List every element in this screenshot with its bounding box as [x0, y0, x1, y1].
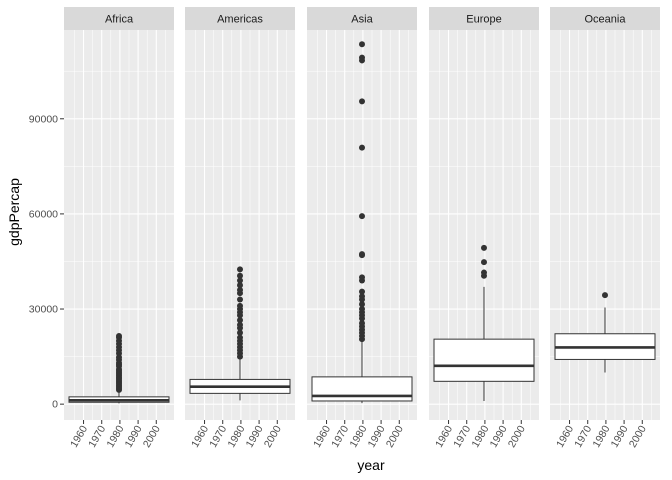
- x-tick-label: 2000: [627, 423, 649, 449]
- outlier-point: [237, 277, 243, 284]
- box: [433, 338, 535, 382]
- x-tick-label: 2000: [506, 423, 528, 449]
- outlier-point: [359, 54, 365, 61]
- x-tick-label: 1980: [347, 423, 369, 449]
- outlier-point: [359, 293, 365, 300]
- x-tick-label: 1990: [123, 423, 145, 449]
- x-tick-label: 1990: [244, 423, 266, 449]
- x-tick-label: 2000: [141, 423, 163, 449]
- y-axis-title: gdpPercap: [6, 178, 22, 246]
- x-tick-label: 1980: [590, 423, 612, 449]
- x-tick-label: 1960: [189, 423, 211, 449]
- x-tick-label: 1990: [609, 423, 631, 449]
- y-tick-label: 90000: [29, 113, 58, 125]
- y-tick-label: 30000: [29, 304, 58, 316]
- outlier-point: [237, 287, 243, 293]
- outlier-point: [237, 266, 243, 273]
- x-tick-label: 1980: [225, 423, 247, 449]
- facets-layer: Africa19601970198019902000Americas196019…: [64, 7, 660, 450]
- x-tick-label: 2000: [262, 423, 284, 449]
- x-tick-label: 1970: [86, 423, 108, 449]
- outlier-point: [237, 302, 243, 309]
- x-tick-label: 1970: [207, 423, 229, 449]
- x-tick-label: 2000: [384, 423, 406, 449]
- facet-strip: [307, 7, 417, 30]
- outlier-point: [359, 320, 365, 327]
- facet-strip-label: Africa: [105, 14, 134, 26]
- outlier-point: [237, 317, 243, 324]
- facet-strip-label: Americas: [217, 14, 263, 26]
- x-tick-label: 1970: [329, 423, 351, 449]
- outlier-point: [237, 334, 243, 341]
- outlier-point: [359, 274, 365, 281]
- outlier-point: [359, 98, 365, 105]
- x-tick-label: 1990: [366, 423, 388, 449]
- x-tick-label: 1970: [572, 423, 594, 449]
- outlier-point: [359, 301, 365, 308]
- y-tick-label: 60000: [29, 208, 58, 220]
- facet-strip: [429, 7, 539, 30]
- outlier-point: [359, 288, 365, 295]
- outlier-point: [481, 259, 487, 266]
- outlier-point: [602, 292, 608, 299]
- box: [311, 376, 413, 402]
- facet-strip: [550, 7, 660, 30]
- x-tick-label: 1980: [469, 423, 491, 449]
- outlier-point: [359, 144, 365, 151]
- x-tick-label: 1960: [433, 423, 455, 449]
- outlier-point: [359, 41, 365, 48]
- outlier-point: [237, 272, 243, 279]
- facet-strip-label: Oceania: [585, 14, 627, 26]
- x-tick-label: 1990: [488, 423, 510, 449]
- outlier-point: [237, 296, 243, 303]
- outlier-point: [359, 251, 365, 258]
- facet-strip: [185, 7, 295, 30]
- outlier-point: [237, 329, 243, 336]
- outlier-point: [237, 282, 243, 289]
- x-tick-label: 1970: [451, 423, 473, 449]
- x-axis-title: year: [357, 457, 385, 473]
- outlier-point: [237, 321, 243, 328]
- outlier-point: [481, 244, 487, 251]
- outlier-point: [116, 332, 122, 339]
- y-axis: 0 30000 60000 90000: [29, 113, 64, 411]
- outlier-point: [359, 213, 365, 220]
- x-tick-label: 1960: [311, 423, 333, 449]
- outlier-point: [481, 269, 487, 276]
- y-tick-label: 0: [52, 399, 58, 411]
- outlier-point: [359, 306, 365, 313]
- facet-strip-label: Asia: [351, 14, 373, 26]
- x-tick-label: 1960: [68, 423, 90, 449]
- x-tick-label: 1960: [554, 423, 576, 449]
- facet-strip-label: Europe: [466, 14, 501, 26]
- facet-strip: [64, 7, 174, 30]
- x-tick-label: 1980: [104, 423, 126, 449]
